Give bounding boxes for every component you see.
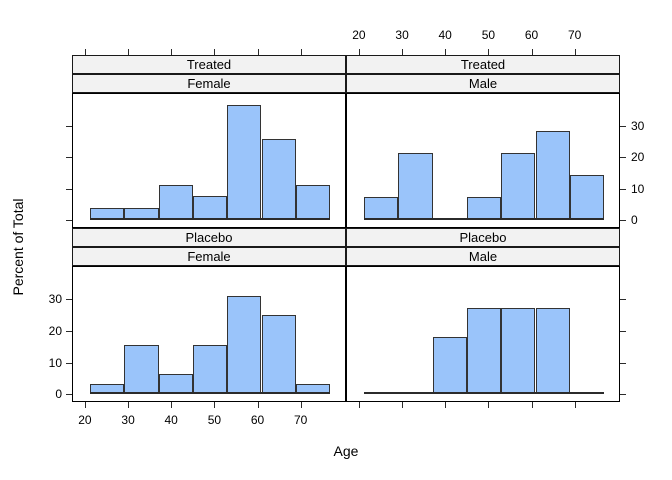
histogram-baseline — [90, 218, 330, 221]
x-axis-tick — [214, 402, 216, 408]
histogram-bar — [398, 153, 433, 220]
y-axis-tick — [66, 362, 72, 364]
strip-treated-left: Treated — [72, 55, 346, 74]
x-axis-tick — [358, 402, 360, 408]
y-axis-tick-label: 0 — [55, 387, 62, 402]
x-axis-tick — [445, 402, 447, 408]
x-axis-tick — [84, 402, 86, 408]
x-axis-tick-label: 60 — [524, 28, 539, 42]
y-axis-tick — [66, 299, 72, 301]
y-axis-tick — [66, 394, 72, 396]
strip-placebo-left: Placebo — [72, 228, 346, 247]
y-axis-tick — [620, 330, 626, 332]
y-axis-tick — [620, 394, 626, 396]
x-axis-tick — [488, 49, 490, 55]
strip-male-top: Male — [346, 74, 620, 93]
y-axis-tick-label: 0 — [631, 213, 638, 228]
y-axis-title: Percent of Total — [10, 198, 26, 296]
x-axis-tick-label: 40 — [438, 28, 452, 42]
x-axis-tick-label: 40 — [164, 413, 178, 427]
x-axis-tick — [531, 402, 533, 408]
histogram-bar — [158, 184, 193, 220]
x-axis-tick — [358, 49, 360, 55]
y-axis-tick — [66, 330, 72, 332]
x-axis-tick — [300, 49, 302, 55]
histogram-bar — [535, 130, 570, 220]
histogram-bar — [295, 184, 330, 220]
histogram-bar — [364, 197, 399, 220]
strip-male-bottom: Male — [346, 247, 620, 266]
y-axis-tick-label: 30 — [631, 119, 645, 133]
x-axis-tick — [402, 402, 404, 408]
histogram-bar — [192, 196, 228, 220]
y-axis-tick-label: 10 — [631, 181, 645, 196]
histogram-bar — [501, 153, 536, 220]
x-axis-tick — [128, 402, 130, 408]
x-axis-tick — [300, 402, 302, 408]
x-axis-tick — [574, 49, 576, 55]
x-axis-tick — [128, 49, 130, 55]
x-axis-tick — [214, 49, 216, 55]
x-axis-tick — [257, 402, 259, 408]
y-axis-tick — [620, 126, 626, 127]
x-axis-tick-label: 20 — [352, 28, 366, 42]
x-axis-tick-label: 30 — [395, 28, 409, 42]
y-axis-tick — [66, 157, 72, 159]
histogram-bar — [227, 104, 262, 220]
x-axis-tick — [574, 402, 576, 408]
histogram-bar — [261, 139, 296, 220]
x-axis-tick-label: 70 — [568, 28, 582, 42]
x-axis-tick-label: 60 — [250, 413, 265, 427]
x-axis-tick — [171, 402, 173, 408]
x-axis-title: Age — [333, 443, 359, 459]
y-axis-tick — [620, 220, 626, 222]
x-axis-tick — [488, 402, 490, 408]
histogram-baseline — [90, 392, 330, 395]
histogram-bar — [192, 344, 228, 394]
y-axis-tick — [66, 188, 72, 190]
x-axis-tick-label: 50 — [481, 28, 496, 42]
strip-treated-right: Treated — [346, 55, 620, 74]
y-axis-tick — [620, 362, 626, 364]
histogram-bar — [466, 197, 502, 220]
histogram-bar — [569, 175, 604, 220]
x-axis-tick — [445, 49, 447, 55]
y-axis-tick — [620, 157, 626, 159]
y-axis-tick — [66, 126, 72, 127]
x-axis-tick — [531, 49, 533, 55]
histogram-bar — [432, 336, 467, 394]
y-axis-tick-label: 30 — [48, 292, 62, 307]
y-axis-tick — [66, 220, 72, 222]
panel-treated-female — [72, 93, 346, 228]
x-axis-tick — [171, 49, 173, 55]
histogram-bar — [261, 315, 296, 394]
panel-placebo-female — [72, 266, 346, 402]
histogram-bar — [535, 308, 570, 394]
x-axis-tick — [257, 49, 259, 55]
histogram-bar — [124, 344, 159, 394]
x-axis-tick-label: 70 — [294, 413, 308, 427]
y-axis-tick-label: 20 — [631, 150, 645, 165]
y-axis-tick — [620, 299, 626, 301]
histogram-bar — [227, 296, 262, 394]
y-axis-tick-label: 10 — [48, 355, 62, 370]
histogram-baseline — [364, 392, 604, 395]
x-axis-tick — [84, 49, 86, 55]
y-axis-tick — [620, 188, 626, 190]
x-axis-tick-label: 50 — [207, 413, 222, 427]
strip-placebo-right: Placebo — [346, 228, 620, 247]
panel-treated-male — [346, 93, 620, 228]
strip-female-top: Female — [72, 74, 346, 93]
x-axis-tick-label: 30 — [121, 413, 135, 427]
x-axis-tick — [402, 49, 404, 55]
strip-female-bottom: Female — [72, 247, 346, 266]
histogram-baseline — [364, 218, 604, 221]
histogram-bar — [466, 308, 502, 394]
x-axis-tick-label: 20 — [78, 413, 92, 427]
histogram-bar — [158, 373, 193, 394]
histogram-bar — [501, 308, 536, 394]
y-axis-tick-label: 20 — [48, 323, 62, 338]
panel-placebo-male — [346, 266, 620, 402]
